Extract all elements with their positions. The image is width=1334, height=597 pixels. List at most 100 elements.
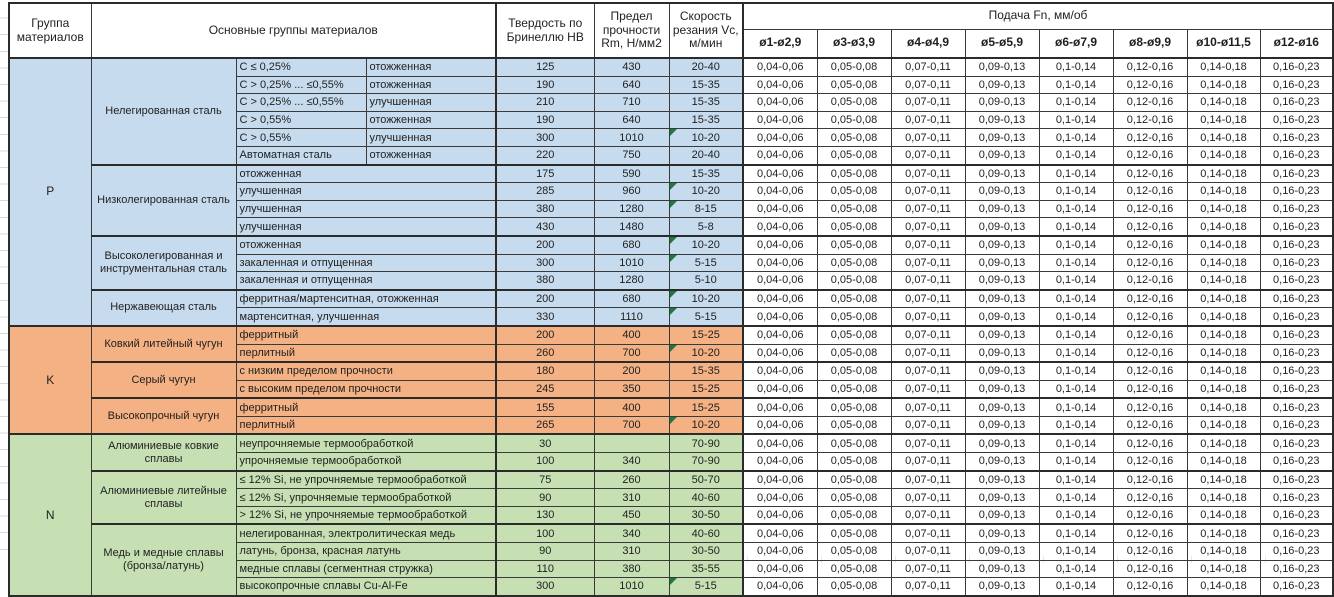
feed-value-cell: 0,04-0,06 bbox=[742, 415, 818, 435]
feed-value-cell: 0,14-0,18 bbox=[1186, 415, 1261, 435]
feed-value-cell: 0,04-0,06 bbox=[742, 271, 818, 291]
feed-value-cell: 0,1-0,14 bbox=[1038, 110, 1114, 130]
feed-value-cell: 0,05-0,08 bbox=[816, 577, 892, 597]
header-feed-diameter: ø6-ø7,9 bbox=[1038, 28, 1114, 59]
cutting-speed-cell: 70-90 bbox=[668, 452, 744, 472]
feed-value-cell: 0,16-0,23 bbox=[1259, 433, 1334, 454]
feed-value-cell: 0,16-0,23 bbox=[1259, 415, 1334, 435]
feed-value-cell: 0,16-0,23 bbox=[1259, 324, 1334, 345]
feed-value-cell: 0,05-0,08 bbox=[816, 415, 892, 435]
feed-value-cell: 0,1-0,14 bbox=[1038, 577, 1114, 597]
hardness-cell: 220 bbox=[495, 145, 595, 166]
feed-value-cell: 0,12-0,16 bbox=[1112, 253, 1188, 273]
comment-marker-icon bbox=[670, 129, 677, 137]
cutting-speed-cell: 10-20 bbox=[668, 343, 744, 363]
feed-value-cell: 0,14-0,18 bbox=[1186, 288, 1261, 309]
feed-value-cell: 0,12-0,16 bbox=[1112, 488, 1188, 507]
feed-value-cell: 0,04-0,06 bbox=[742, 488, 818, 507]
feed-value-cell: 0,12-0,16 bbox=[1112, 324, 1188, 345]
group-code-cell: N bbox=[8, 433, 92, 597]
feed-value-cell: 0,16-0,23 bbox=[1259, 361, 1334, 381]
tensile-strength-cell: 640 bbox=[593, 75, 670, 95]
feed-value-cell: 0,05-0,08 bbox=[816, 542, 892, 561]
header-main-material-groups: Основные группы материалов bbox=[90, 2, 497, 59]
feed-value-cell: 0,09-0,13 bbox=[964, 128, 1040, 147]
feed-value-cell: 0,12-0,16 bbox=[1112, 415, 1188, 435]
tensile-strength-cell: 1110 bbox=[593, 307, 670, 327]
header-feed-diameter: ø1-ø2,9 bbox=[742, 28, 818, 59]
feed-value-cell: 0,09-0,13 bbox=[964, 469, 1040, 490]
feed-value-cell: 0,05-0,08 bbox=[816, 217, 892, 237]
feed-value-cell: 0,09-0,13 bbox=[964, 542, 1040, 561]
sheet-gridlines-left bbox=[0, 2, 8, 562]
feed-value-cell: 0,1-0,14 bbox=[1038, 199, 1114, 219]
cutting-speed-cell: 5-15 bbox=[668, 577, 744, 597]
feed-value-cell: 0,14-0,18 bbox=[1186, 56, 1261, 77]
hardness-cell: 100 bbox=[495, 523, 595, 544]
feed-value-cell: 0,04-0,06 bbox=[742, 128, 818, 147]
feed-value-cell: 0,1-0,14 bbox=[1038, 324, 1114, 345]
feed-value-cell: 0,16-0,23 bbox=[1259, 271, 1334, 291]
feed-value-cell: 0,1-0,14 bbox=[1038, 542, 1114, 561]
feed-value-cell: 0,14-0,18 bbox=[1186, 452, 1261, 472]
material-subtype-cell: С > 0,55% bbox=[235, 128, 367, 147]
feed-value-cell: 0,1-0,14 bbox=[1038, 452, 1114, 472]
material-subtype-cell: отожженная bbox=[235, 163, 497, 184]
feed-value-cell: 0,14-0,18 bbox=[1186, 433, 1261, 454]
feed-value-cell: 0,16-0,23 bbox=[1259, 505, 1334, 525]
tensile-strength-cell: 400 bbox=[593, 397, 670, 417]
feed-value-cell: 0,16-0,23 bbox=[1259, 452, 1334, 472]
material-family-cell: Низколегированная сталь bbox=[90, 163, 237, 237]
tensile-strength-cell: 1010 bbox=[593, 577, 670, 597]
feed-value-cell: 0,14-0,18 bbox=[1186, 217, 1261, 237]
material-subtype-cell: неупрочняемые термообработкой bbox=[235, 433, 497, 454]
feed-value-cell: 0,07-0,11 bbox=[890, 307, 966, 327]
table-row: ≤ 12% Si, упрочняемые термообработкой 90 3… bbox=[9, 488, 1334, 507]
feed-value-cell: 0,12-0,16 bbox=[1112, 110, 1188, 130]
feed-value-cell: 0,05-0,08 bbox=[816, 452, 892, 472]
feed-value-cell: 0,04-0,06 bbox=[742, 433, 818, 454]
feed-value-cell: 0,07-0,11 bbox=[890, 128, 966, 147]
hardness-cell: 285 bbox=[495, 182, 595, 201]
cutting-speed-cell: 50-70 bbox=[668, 469, 744, 490]
material-subtype-cell: с высоким пределом прочности bbox=[235, 379, 497, 399]
material-subtype-cell: ≤ 12% Si, не упрочняемые термообработкой bbox=[235, 469, 497, 490]
feed-value-cell: 0,05-0,08 bbox=[816, 379, 892, 399]
comment-marker-icon bbox=[670, 291, 677, 298]
feed-value-cell: 0,07-0,11 bbox=[890, 542, 966, 561]
feed-value-cell: 0,07-0,11 bbox=[890, 577, 966, 597]
header-feed-diameter: ø3-ø3,9 bbox=[816, 28, 892, 59]
hardness-cell: 90 bbox=[495, 542, 595, 561]
feed-value-cell: 0,07-0,11 bbox=[890, 253, 966, 273]
material-state-cell: отожженная bbox=[365, 75, 497, 95]
table-row: N Алюминиевые ковкие сплавы неупрочняемые … bbox=[8, 433, 1334, 597]
material-subtype-cell: закаленная и отпущенная bbox=[235, 253, 497, 273]
feed-value-cell: 0,04-0,06 bbox=[742, 163, 818, 184]
feed-value-cell: 0,14-0,18 bbox=[1186, 542, 1261, 561]
cutting-speed-cell: 5-8 bbox=[668, 217, 744, 237]
feed-value-cell: 0,09-0,13 bbox=[964, 253, 1040, 273]
feed-value-cell: 0,12-0,16 bbox=[1112, 577, 1188, 597]
material-subtype-cell: ферритная/мартенситная, отожженная bbox=[235, 288, 497, 309]
table-row: мартенситная, улучшенная 330 1110 5-15 0,04-… bbox=[9, 307, 1334, 327]
feed-value-cell: 0,04-0,06 bbox=[742, 93, 818, 112]
hardness-cell: 180 bbox=[495, 361, 595, 381]
feed-value-cell: 0,12-0,16 bbox=[1112, 217, 1188, 237]
cutting-speed-cell: 15-35 bbox=[668, 75, 744, 95]
feed-value-cell: 0,09-0,13 bbox=[964, 433, 1040, 454]
header-feed-diameter: ø10-ø11,5 bbox=[1186, 28, 1261, 59]
feed-value-cell: 0,1-0,14 bbox=[1038, 56, 1114, 77]
table-row: Нержавеющая сталь ферритная/мартенситная,… bbox=[9, 288, 1334, 327]
table-row: Серый чугун с низким пределом прочности 18… bbox=[9, 361, 1334, 399]
material-subtype-cell: закаленная и отпущенная bbox=[235, 271, 497, 291]
material-subtype-cell: > 12% Si, не упрочняемые термообработкой bbox=[235, 505, 497, 525]
material-subtype-cell: Автоматная сталь bbox=[235, 145, 367, 166]
feed-value-cell: 0,16-0,23 bbox=[1259, 577, 1334, 597]
feed-value-cell: 0,14-0,18 bbox=[1186, 145, 1261, 166]
feed-value-cell: 0,1-0,14 bbox=[1038, 128, 1114, 147]
table-row: закаленная и отпущенная 300 1010 5-15 0,04-0… bbox=[9, 253, 1334, 273]
feed-value-cell: 0,04-0,06 bbox=[742, 452, 818, 472]
feed-value-cell: 0,14-0,18 bbox=[1186, 110, 1261, 130]
feed-value-cell: 0,14-0,18 bbox=[1186, 307, 1261, 327]
cutting-speed-cell: 5-15 bbox=[668, 307, 744, 327]
